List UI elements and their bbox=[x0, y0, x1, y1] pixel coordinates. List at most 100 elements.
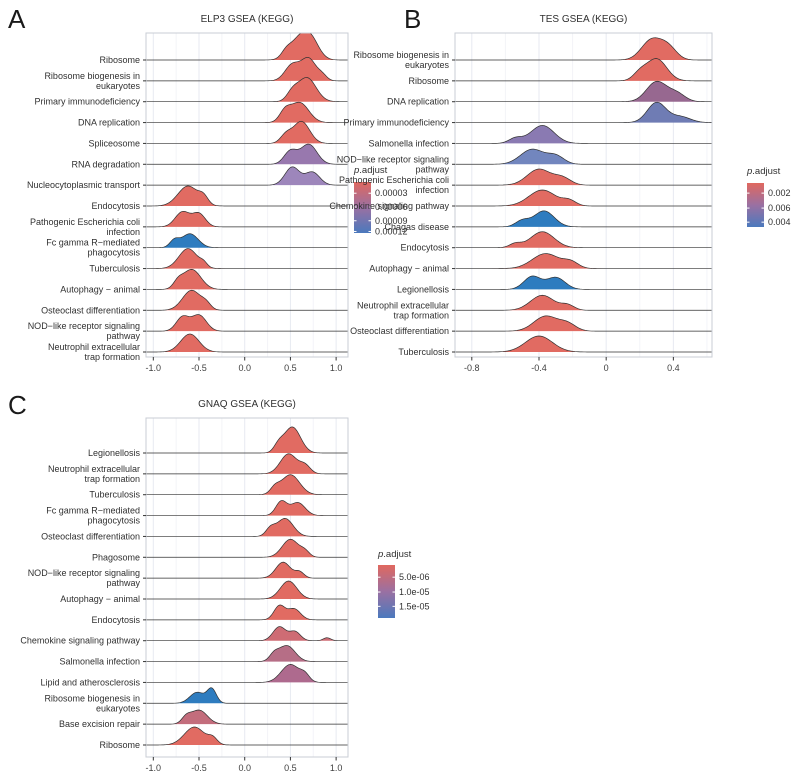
x-tick-label: 0.5 bbox=[284, 763, 297, 773]
legend-label: 0.006 bbox=[768, 203, 791, 213]
row-label: Ribosome biogenesis in bbox=[44, 693, 140, 703]
x-tick-label: 1.0 bbox=[330, 363, 343, 373]
panel-a-ridges bbox=[146, 33, 348, 353]
row-label: Lipid and atherosclerosis bbox=[40, 677, 140, 687]
legend-title: p.adjust bbox=[377, 549, 412, 560]
panel-a-letter: A bbox=[8, 4, 26, 34]
row-label: Osteoclast differentiation bbox=[41, 305, 140, 315]
ridge-density bbox=[455, 37, 712, 61]
x-tick-label: 0.0 bbox=[238, 763, 251, 773]
row-label: Pathogenic Escherichia coli bbox=[30, 217, 140, 227]
ridge-density bbox=[146, 626, 348, 642]
row-label: DNA replication bbox=[78, 118, 140, 128]
ridge-density bbox=[146, 561, 348, 579]
legend-label: 1.5e-05 bbox=[399, 601, 430, 611]
row-label: Ribosome biogenesis in bbox=[44, 71, 140, 81]
x-tick-label: -1.0 bbox=[146, 763, 162, 773]
ridge-density bbox=[146, 687, 348, 704]
row-label: phagocytosis bbox=[87, 516, 140, 526]
row-label: Salmonella infection bbox=[59, 657, 140, 667]
x-tick-label: 1.0 bbox=[330, 763, 343, 773]
row-label: Endocytosis bbox=[91, 615, 140, 625]
row-label: pathway bbox=[106, 331, 140, 341]
ridge-density bbox=[146, 33, 348, 61]
ridge-density bbox=[146, 314, 348, 332]
x-tick-label: 0.0 bbox=[238, 363, 251, 373]
ridge-density bbox=[146, 645, 348, 662]
ridge-density bbox=[455, 315, 712, 332]
legend-label: 0.00012 bbox=[375, 226, 408, 236]
row-label: Phagosome bbox=[92, 552, 140, 562]
panel-a-title: ELP3 GSEA (KEGG) bbox=[200, 14, 294, 25]
row-label: NOD−like receptor signaling bbox=[28, 321, 140, 331]
row-label: NOD−like receptor signaling bbox=[28, 568, 140, 578]
row-label: Chagas disease bbox=[384, 222, 449, 232]
row-label: Osteoclast differentiation bbox=[350, 326, 449, 336]
ridge-density bbox=[455, 231, 712, 249]
ridge-density bbox=[146, 709, 348, 725]
row-label: eukaryotes bbox=[405, 60, 450, 70]
legend-label: 0.00009 bbox=[375, 216, 408, 226]
panel-a-plot-border bbox=[145, 32, 349, 358]
row-label: Pathogenic Escherichia coli bbox=[339, 175, 449, 185]
x-tick-label: -0.5 bbox=[191, 763, 207, 773]
ridge-density bbox=[146, 580, 348, 600]
row-label: Autophagy − animal bbox=[369, 264, 449, 274]
legend-label: 5.0e-06 bbox=[399, 572, 430, 582]
row-label: infection bbox=[415, 185, 449, 195]
ridge-density bbox=[146, 453, 348, 475]
row-label: trap formation bbox=[393, 310, 449, 320]
panel-b-ridges bbox=[455, 37, 712, 353]
x-tick-label: -0.5 bbox=[191, 363, 207, 373]
ridge-density bbox=[455, 125, 712, 144]
ridge-density bbox=[146, 269, 348, 290]
row-label: Endocytosis bbox=[400, 243, 449, 253]
ridge-density bbox=[455, 58, 712, 82]
panel-b-title: TES GSEA (KEGG) bbox=[539, 14, 628, 25]
row-label: Legionellosis bbox=[88, 448, 141, 458]
legend-gradient-bar bbox=[378, 565, 395, 618]
row-label: Chemokine signaling pathway bbox=[329, 201, 449, 211]
panel-c-ridges bbox=[146, 426, 348, 746]
ridge-density bbox=[146, 233, 348, 249]
row-label: Nucleocytoplasmic transport bbox=[27, 180, 141, 190]
ridge-density bbox=[146, 56, 348, 82]
row-label: Salmonella infection bbox=[368, 138, 449, 148]
legend-label: 0.002 bbox=[768, 188, 791, 198]
row-label: Primary immunodeficiency bbox=[34, 97, 140, 107]
ridge-density bbox=[146, 77, 348, 103]
row-label: Legionellosis bbox=[397, 284, 450, 294]
ridge-density bbox=[146, 333, 348, 353]
ridge-density bbox=[455, 210, 712, 228]
x-tick-label: -1.0 bbox=[146, 363, 162, 373]
ridge-density bbox=[146, 538, 348, 558]
ridge-density bbox=[146, 101, 348, 123]
x-tick-label: 0.5 bbox=[284, 363, 297, 373]
panel-c-title: GNAQ GSEA (KEGG) bbox=[198, 399, 296, 410]
row-label: Ribosome biogenesis in bbox=[353, 50, 449, 60]
panel-c-plot-bg bbox=[146, 418, 348, 757]
ridge-density bbox=[455, 294, 712, 311]
ridge-density bbox=[146, 248, 348, 269]
ridge-density bbox=[455, 168, 712, 186]
row-label: Spliceosome bbox=[88, 138, 140, 148]
ridge-density bbox=[146, 518, 348, 537]
ridge-density bbox=[146, 500, 348, 516]
row-label: DNA replication bbox=[387, 97, 449, 107]
row-label: Fc gamma R−mediated bbox=[46, 506, 140, 516]
ridge-density bbox=[146, 185, 348, 207]
panel-b-plot-border bbox=[454, 32, 713, 358]
ridge-density bbox=[455, 80, 712, 103]
row-label: eukaryotes bbox=[96, 81, 141, 91]
row-label: Base excision repair bbox=[59, 719, 140, 729]
legend-label: 1.0e-05 bbox=[399, 587, 430, 597]
ridge-density bbox=[455, 335, 712, 353]
row-label: Autophagy − animal bbox=[60, 284, 140, 294]
row-label: Neutrophil extracellular bbox=[48, 342, 140, 352]
row-label: phagocytosis bbox=[87, 248, 140, 258]
row-label: Tuberculosis bbox=[89, 264, 140, 274]
row-label: Chemokine signaling pathway bbox=[20, 636, 140, 646]
row-label: Autophagy − animal bbox=[60, 594, 140, 604]
row-label: Ribosome bbox=[408, 76, 449, 86]
